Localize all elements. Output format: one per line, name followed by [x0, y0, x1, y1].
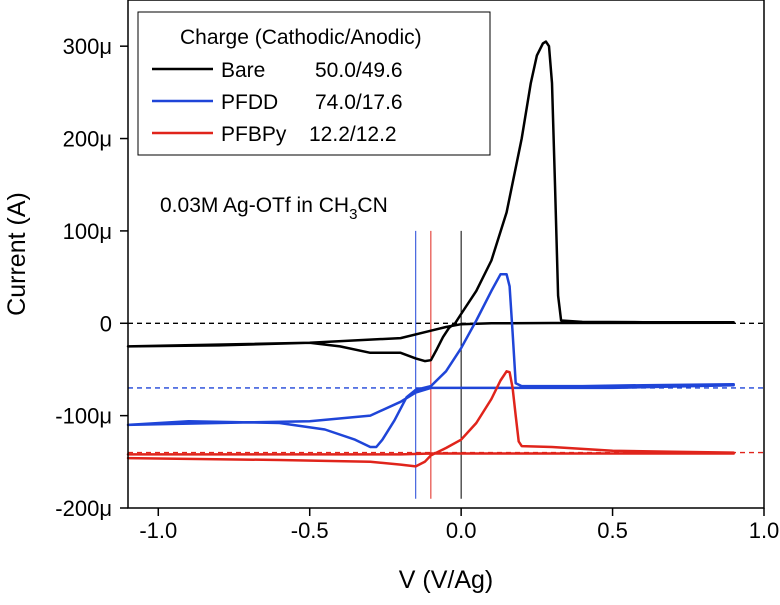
series-group	[126, 40, 735, 468]
annotation-main: 0.03M Ag-OTf in CH	[160, 194, 349, 217]
x-tick-label: 0.0	[446, 518, 477, 543]
y-axis-ticks: -200μ -100μ 0 100μ 200μ 300μ	[55, 34, 128, 521]
y-tick-label: -100μ	[55, 404, 112, 429]
y-axis-title: Current (A)	[3, 192, 31, 316]
legend-title: Charge (Cathodic/Anodic)	[180, 26, 422, 49]
legend-label-bare: Bare	[221, 59, 265, 82]
annotation-subscript: 3	[349, 206, 357, 223]
legend-box	[137, 11, 491, 156]
legend-value-bare: 50.0/49.6	[315, 59, 403, 82]
y-tick-label: 300μ	[63, 34, 112, 59]
x-tick-label: 1.0	[749, 518, 780, 543]
y-tick-label: -200μ	[55, 496, 112, 521]
annotation-text: 0.03M Ag-OTf in CH3CN	[160, 194, 388, 223]
x-tick-label: -0.5	[291, 518, 329, 543]
x-axis-ticks: -1.0 -0.5 0.0 0.5 1.0	[139, 508, 779, 543]
series-line-pfbpy	[126, 370, 735, 468]
legend-value-pfdd: 74.0/17.6	[315, 91, 403, 114]
y-tick-label: 0	[100, 311, 112, 336]
legend: Charge (Cathodic/Anodic) Bare 50.0/49.6 …	[137, 11, 491, 156]
legend-label-pfbpy: PFBPy	[221, 123, 287, 146]
x-axis-title: V (V/Ag)	[399, 566, 493, 594]
legend-label-pfdd: PFDD	[221, 91, 278, 114]
series-line-pfdd	[126, 273, 735, 449]
plot-frame	[127, 0, 765, 509]
y-tick-label: 100μ	[63, 219, 112, 244]
legend-value-pfbpy: 12.2/12.2	[309, 123, 397, 146]
x-tick-label: -1.0	[139, 518, 177, 543]
series-line-bare	[126, 40, 735, 363]
x-tick-label: 0.5	[597, 518, 628, 543]
y-tick-label: 200μ	[63, 127, 112, 152]
annotation-tail: CN	[357, 194, 387, 217]
